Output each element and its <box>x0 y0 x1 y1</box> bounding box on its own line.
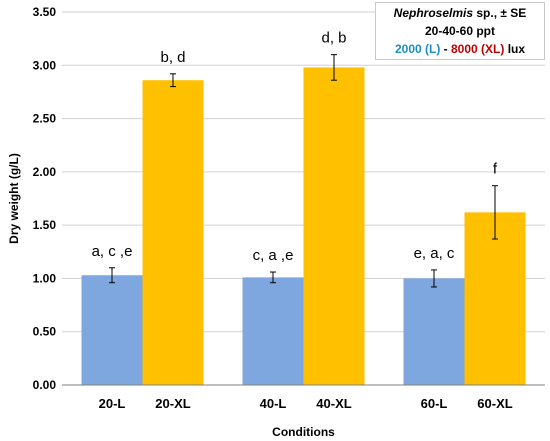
y-tick-label: 1.50 <box>33 218 57 232</box>
significance-label-20-L: a, c ,e <box>92 243 133 260</box>
legend-line-3: 2000 (L) - 8000 (XL) lux <box>376 40 544 58</box>
y-tick-label: 1.00 <box>33 271 57 285</box>
legend-line-2: 20-40-60 ppt <box>424 24 496 38</box>
significance-label-60-XL: f <box>493 161 498 178</box>
x-tick-label-40-L: 40-L <box>260 396 287 411</box>
bar-40-L <box>242 277 304 385</box>
bars <box>81 67 526 385</box>
y-axis-title: Dry weight (g/L) <box>7 153 21 244</box>
legend-species: Nephroselmis <box>393 6 474 20</box>
legend-unit: lux <box>504 42 526 56</box>
significance-label-60-L: e, a, c <box>414 245 455 262</box>
x-tick-label-40-XL: 40-XL <box>316 396 351 411</box>
x-tick-labels: 20-L 20-XL 40-L 40-XL 60-L 60-XL <box>99 396 513 411</box>
y-tick-label: 0.00 <box>33 378 57 392</box>
bar-40-XL <box>303 67 365 385</box>
legend-species-suffix: sp., ± SE <box>473 6 527 20</box>
legend-high-light: 8000 (XL) <box>451 42 505 56</box>
significance-labels: a, c ,e b, d c, a ,e d, b e, a, c f <box>92 30 498 264</box>
y-tick-label: 2.00 <box>33 165 57 179</box>
y-tick-label: 3.50 <box>33 5 57 19</box>
x-tick-label-60-L: 60-L <box>421 396 448 411</box>
y-tick-labels: 0.00 0.50 1.00 1.50 2.00 2.50 3.00 3.50 <box>33 5 57 392</box>
significance-label-40-L: c, a ,e <box>253 247 294 264</box>
bar-20-L <box>81 275 143 385</box>
x-tick-label-20-L: 20-L <box>99 396 126 411</box>
bar-20-XL <box>142 80 204 385</box>
y-tick-label: 3.00 <box>33 58 57 72</box>
legend-low-light: 2000 (L) <box>394 42 441 56</box>
legend: Nephroselmis sp., ± SE 20-40-60 ppt 2000… <box>375 2 545 60</box>
legend-line-1: Nephroselmis sp., ± SE <box>376 4 544 22</box>
y-tick-label: 2.50 <box>33 112 57 126</box>
legend-separator: - <box>440 42 451 56</box>
x-axis-title: Conditions <box>272 425 335 439</box>
x-tick-label-20-XL: 20-XL <box>155 396 190 411</box>
bar-60-XL <box>464 212 526 385</box>
bar-60-L <box>403 278 465 385</box>
significance-label-40-XL: d, b <box>321 30 346 47</box>
y-tick-label: 0.50 <box>33 325 57 339</box>
significance-label-20-XL: b, d <box>160 49 185 66</box>
error-bars <box>109 54 498 288</box>
x-tick-label-60-XL: 60-XL <box>477 396 512 411</box>
